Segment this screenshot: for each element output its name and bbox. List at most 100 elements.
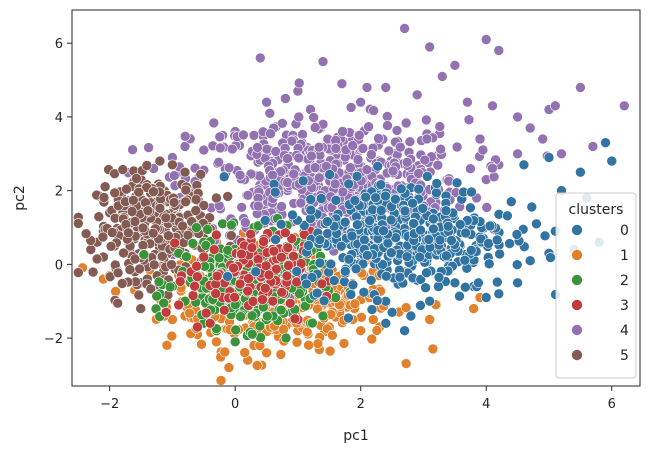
data-point xyxy=(211,192,222,204)
x-axis-label: pc1 xyxy=(343,428,369,444)
data-point xyxy=(222,191,233,202)
data-point xyxy=(293,77,305,89)
data-point xyxy=(106,227,118,238)
data-point xyxy=(129,216,141,227)
data-point xyxy=(380,317,392,329)
data-point xyxy=(263,269,275,281)
data-point xyxy=(254,52,266,64)
data-point xyxy=(270,146,282,157)
legend-marker-2 xyxy=(571,274,583,286)
data-point xyxy=(423,234,435,245)
y-tick-label: 2 xyxy=(55,185,63,200)
data-point xyxy=(259,215,271,226)
x-axis: −2 0 2 4 6 xyxy=(100,386,616,412)
data-point xyxy=(524,255,536,267)
data-point xyxy=(223,162,235,173)
data-point xyxy=(449,60,461,71)
data-point xyxy=(414,251,426,263)
data-point xyxy=(474,133,486,145)
data-point xyxy=(254,320,266,332)
data-point xyxy=(511,259,523,271)
data-point xyxy=(415,274,427,285)
data-point xyxy=(338,338,350,349)
data-point xyxy=(385,247,397,258)
data-point xyxy=(211,229,222,241)
x-tick-label: 4 xyxy=(482,397,490,412)
data-point xyxy=(303,339,314,351)
legend-marker-0 xyxy=(571,224,583,236)
data-point xyxy=(401,157,413,168)
data-point xyxy=(160,212,172,224)
data-point xyxy=(363,121,374,132)
data-point xyxy=(204,317,216,329)
data-point xyxy=(400,117,412,129)
data-point xyxy=(347,140,359,151)
data-point xyxy=(230,324,241,336)
data-point xyxy=(344,162,356,173)
data-point xyxy=(313,141,325,153)
data-point xyxy=(433,272,445,283)
data-point xyxy=(129,253,141,265)
data-point xyxy=(143,142,154,153)
data-point xyxy=(465,245,477,256)
data-point xyxy=(524,122,536,134)
data-point xyxy=(405,310,417,322)
legend-label-4: 4 xyxy=(620,323,629,339)
legend-marker-5 xyxy=(571,349,583,361)
legend-label-5: 5 xyxy=(620,348,629,364)
data-point xyxy=(287,209,298,221)
data-point xyxy=(247,296,259,307)
data-point xyxy=(261,143,273,155)
data-point xyxy=(549,100,561,112)
data-point xyxy=(275,349,287,360)
data-point xyxy=(349,298,361,310)
data-point xyxy=(279,227,291,238)
data-point xyxy=(270,263,282,275)
data-point xyxy=(436,71,448,82)
data-point xyxy=(375,205,387,216)
data-point xyxy=(99,181,111,192)
data-point xyxy=(446,235,457,246)
data-point xyxy=(466,186,477,198)
data-point xyxy=(264,108,276,119)
data-point xyxy=(198,144,210,156)
data-point xyxy=(491,234,503,246)
data-point xyxy=(487,100,498,112)
legend-label-3: 3 xyxy=(620,298,629,314)
data-point xyxy=(308,112,320,123)
data-point xyxy=(322,216,333,227)
data-point xyxy=(260,260,272,272)
data-point xyxy=(473,277,484,289)
data-point xyxy=(116,278,128,289)
data-point xyxy=(493,288,505,300)
data-point xyxy=(400,358,412,369)
data-point xyxy=(306,150,317,162)
data-point xyxy=(493,45,505,56)
data-point xyxy=(275,304,287,316)
data-point xyxy=(352,154,364,165)
data-point xyxy=(157,250,168,262)
data-point xyxy=(169,237,180,249)
data-point xyxy=(85,244,97,255)
data-point xyxy=(539,230,551,242)
data-point xyxy=(317,56,329,67)
data-point xyxy=(371,295,383,306)
data-point xyxy=(382,120,393,131)
data-point xyxy=(238,129,249,141)
data-point xyxy=(339,265,351,277)
data-point xyxy=(276,251,287,263)
data-point xyxy=(219,304,230,316)
data-point xyxy=(459,281,471,293)
data-point xyxy=(191,222,202,233)
data-point xyxy=(424,41,436,53)
data-point xyxy=(343,253,355,265)
data-point xyxy=(462,96,473,108)
data-point xyxy=(465,163,476,174)
data-point xyxy=(311,287,323,299)
data-point xyxy=(288,250,299,262)
data-point xyxy=(480,292,492,303)
data-point xyxy=(451,141,463,153)
data-point xyxy=(399,325,410,337)
data-point xyxy=(431,178,443,189)
data-point xyxy=(229,336,241,348)
